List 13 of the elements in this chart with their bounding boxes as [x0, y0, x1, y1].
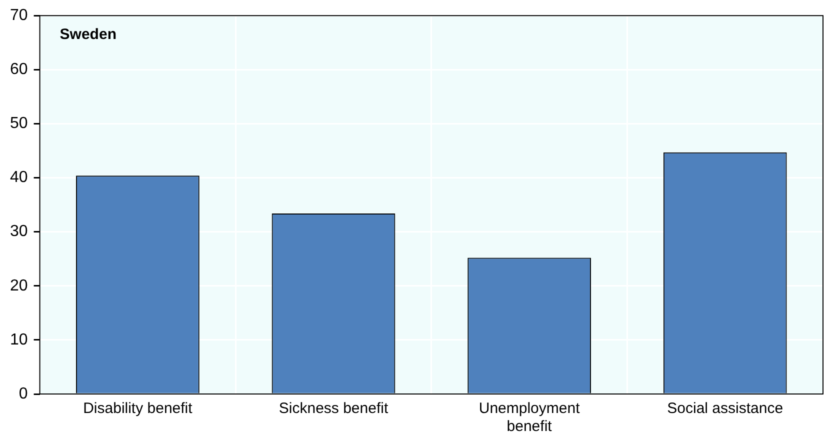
text: Sweden [60, 26, 116, 44]
x-tick-label: Social assistance [667, 400, 784, 418]
y-tick-label: 30 [10, 223, 28, 240]
x-tick-label: Disability benefit [83, 400, 194, 418]
y-tick-label: 0 [18, 385, 28, 402]
x-tick-label: Unemployment benefit [478, 400, 581, 436]
y-tick-label: 40 [10, 169, 28, 186]
y-tick-label: 70 [10, 7, 28, 24]
y-tick-label: 10 [10, 331, 28, 348]
x-tick-label: Sickness benefit [278, 400, 389, 418]
y-tick-label: 60 [10, 61, 28, 78]
y-tick-label: 50 [10, 115, 28, 132]
y-tick-label: 20 [10, 277, 28, 294]
